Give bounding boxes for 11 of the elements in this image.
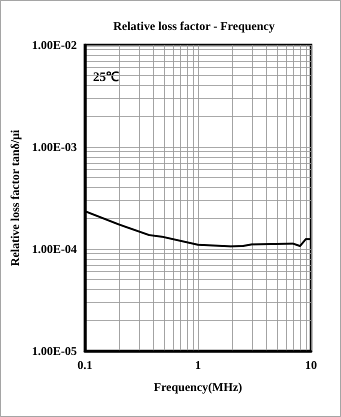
y-tick-label: 1.00E-04 xyxy=(32,242,77,256)
chart-title: Relative loss factor - Frequency xyxy=(113,19,275,33)
x-axis-title: Frequency(MHz) xyxy=(154,380,242,394)
y-tick-label: 1.00E-05 xyxy=(32,344,77,358)
x-tick-label: 10 xyxy=(305,358,317,372)
x-tick-label: 0.1 xyxy=(77,358,92,372)
annotation: 25℃ xyxy=(93,69,119,84)
y-tick-label: 1.00E-02 xyxy=(32,38,77,52)
y-tick-label: 1.00E-03 xyxy=(32,140,77,154)
y-axis-title: Relative loss factor tanδ/μi xyxy=(8,129,22,266)
x-tick-label: 1 xyxy=(194,358,201,372)
